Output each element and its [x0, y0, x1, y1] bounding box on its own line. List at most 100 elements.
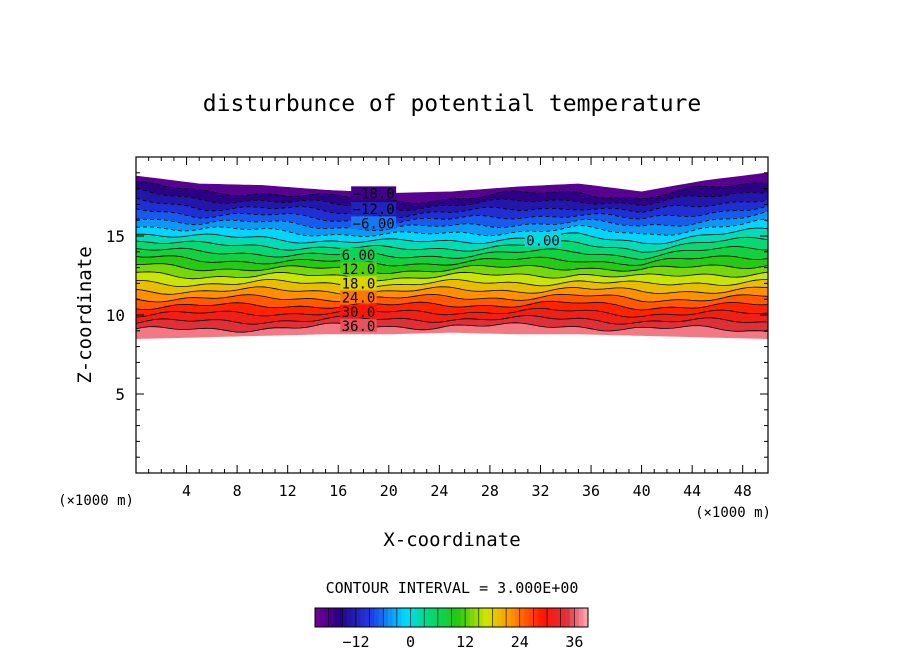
- colorbar-segment: [406, 608, 411, 627]
- colorbar-segment: [315, 608, 320, 627]
- contour-line: [136, 263, 769, 274]
- colorbar-segment: [519, 608, 525, 627]
- colorbar-segment: [401, 608, 407, 627]
- colorbar-segment: [456, 608, 461, 627]
- contour-interval-note: CONTOUR INTERVAL = 3.000E+00: [326, 579, 579, 597]
- contour-line: [135, 293, 769, 303]
- colorbar-segment: [474, 608, 480, 627]
- contour-label: 30.0: [342, 305, 376, 321]
- colorbar-segment: [515, 608, 521, 627]
- contour-label-bg: [340, 276, 377, 290]
- x-tick-label: 16: [329, 482, 347, 500]
- colorbar-segment: [578, 608, 584, 627]
- contour-label-bg: [351, 186, 397, 200]
- colorbar-segment: [337, 608, 343, 627]
- x-tick-label: 36: [582, 482, 600, 500]
- contour-line: [135, 246, 769, 261]
- x-tick-label: 12: [279, 482, 297, 500]
- contour-line: [135, 300, 769, 311]
- x-tick-label: 24: [430, 482, 448, 500]
- contour-line: [135, 307, 769, 318]
- colorbar-segment: [451, 608, 457, 627]
- colorbar-segment: [501, 608, 507, 627]
- contour-label-bg: [340, 247, 377, 261]
- colorbar-segment: [433, 608, 439, 627]
- colorbar-segment: [419, 608, 425, 627]
- colorbar-segment: [483, 608, 489, 627]
- colorbar-segment: [537, 608, 543, 627]
- colorbar-segment: [465, 608, 471, 627]
- contour-line: [135, 188, 769, 212]
- colorbar-segment: [565, 608, 571, 627]
- contour-label: −12.0: [353, 202, 395, 218]
- contour-label-bg: [340, 319, 377, 333]
- colorbar-segment: [328, 608, 334, 627]
- colorbar-tick-label: 12: [456, 633, 474, 651]
- colorbar-segment: [574, 608, 580, 627]
- y-tick-label: 10: [106, 306, 125, 325]
- colorbar-segment: [387, 608, 393, 627]
- contour-label: 36.0: [342, 319, 376, 335]
- x-tick-label: 4: [182, 482, 191, 500]
- colorbar-tick-label: 0: [406, 633, 415, 651]
- colorbar-segment: [351, 608, 357, 627]
- colorbar-segment: [428, 608, 434, 627]
- colorbar-segment: [497, 608, 502, 627]
- colorbar-segment: [560, 608, 566, 627]
- contour-label-bg: [524, 233, 562, 247]
- contour-line: [135, 218, 769, 237]
- contour-line: [135, 315, 769, 325]
- contour-label: 24.0: [342, 291, 376, 307]
- y-tick-label: 15: [106, 227, 125, 246]
- colorbar-segment: [346, 608, 352, 627]
- contour-label-bg: [340, 290, 377, 304]
- colorbar-segment: [383, 608, 389, 627]
- colorbar-segment: [460, 608, 466, 627]
- contour-line: [135, 227, 769, 245]
- x-axis-label: X-coordinate: [383, 529, 520, 551]
- colorbar-segment: [556, 608, 562, 627]
- colorbar-segment: [415, 608, 421, 627]
- colorbar-tick-label: 24: [511, 633, 529, 651]
- colorbar-segment: [551, 608, 557, 627]
- colorbar-segment: [510, 608, 516, 627]
- contour-line: [135, 271, 769, 282]
- x-tick-label: 40: [633, 482, 651, 500]
- colorbar-segment: [324, 608, 330, 627]
- colorbar-segment: [547, 608, 552, 627]
- colorbar-segment: [506, 608, 512, 627]
- x-tick-label: 32: [531, 482, 549, 500]
- contour-label-bg: [351, 202, 397, 216]
- contour-line: [135, 255, 769, 267]
- contour-line: [135, 197, 769, 219]
- colorbar-segment: [319, 608, 325, 627]
- colorbar-segment: [524, 608, 530, 627]
- contour-line: [135, 205, 769, 225]
- colorbar-segment: [583, 608, 589, 627]
- colorbar: −12 0 12 24 36: [314, 607, 589, 651]
- contour-label: −6.00: [353, 216, 395, 232]
- colorbar-segment: [487, 608, 493, 627]
- colorbar-segment: [542, 608, 548, 627]
- colorbar-segment: [528, 608, 534, 627]
- contour-label-bg: [340, 304, 377, 318]
- contour-line: [135, 286, 769, 296]
- contour-label-bg: [340, 262, 377, 276]
- colorbar-frame: [314, 607, 589, 628]
- colorbar-segment: [378, 608, 384, 627]
- colorbar-segment: [410, 608, 416, 627]
- x-tick-label: 8: [233, 482, 242, 500]
- colorbar-segment: [437, 608, 443, 627]
- colorbar-segment: [374, 608, 380, 627]
- contour-line: [135, 181, 769, 204]
- x-tick-label: 20: [380, 482, 398, 500]
- x-unit-label-left: (×1000 m): [58, 493, 134, 509]
- colorbar-segment: [342, 608, 348, 627]
- colorbar-segment: [424, 608, 430, 627]
- colorbar-segment: [333, 608, 339, 627]
- colorbar-segment: [569, 608, 575, 627]
- contour-label: 6.00: [342, 248, 376, 264]
- colorbar-segment: [533, 608, 539, 627]
